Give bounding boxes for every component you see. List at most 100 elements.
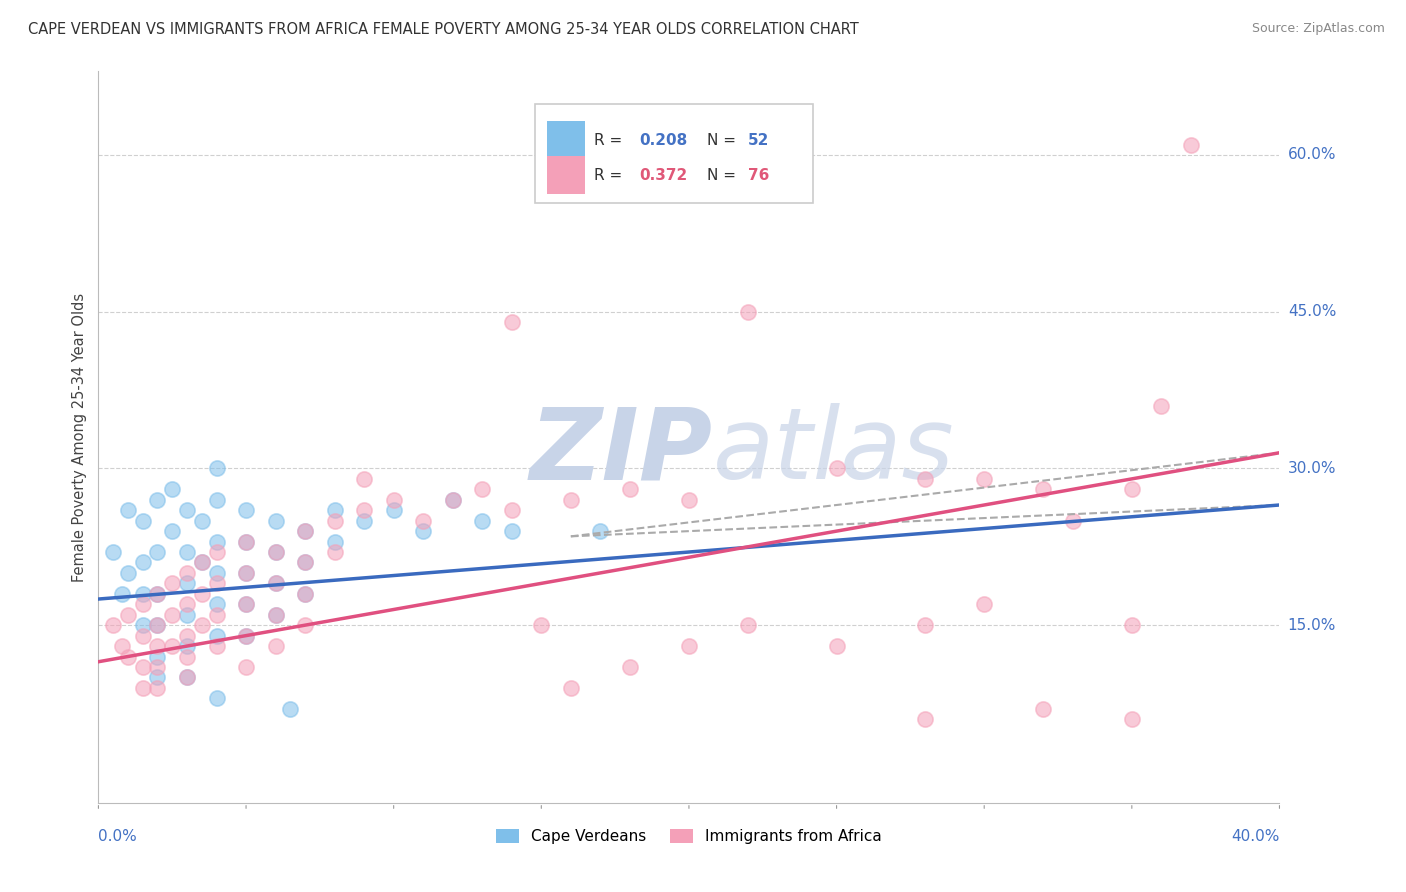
Point — [132, 556, 155, 570]
Point — [191, 556, 214, 570]
Point — [471, 514, 494, 528]
Point — [294, 524, 316, 538]
Point — [162, 639, 183, 653]
Text: 60.0%: 60.0% — [1288, 147, 1336, 162]
Point — [205, 492, 228, 507]
Point — [264, 576, 287, 591]
Point — [176, 545, 198, 559]
Point — [146, 649, 169, 664]
Point — [205, 629, 228, 643]
Point — [146, 681, 169, 695]
Point — [737, 304, 759, 318]
Point — [264, 545, 287, 559]
Point — [235, 534, 257, 549]
Point — [825, 461, 848, 475]
Point — [471, 483, 494, 497]
Point — [1032, 702, 1054, 716]
Point — [132, 597, 155, 611]
Text: 30.0%: 30.0% — [1288, 461, 1336, 476]
Point — [235, 566, 257, 580]
Point — [205, 576, 228, 591]
Point — [353, 503, 375, 517]
Point — [176, 670, 198, 684]
Text: 52: 52 — [748, 133, 769, 147]
Point — [162, 576, 183, 591]
Text: 76: 76 — [748, 168, 769, 183]
Point — [205, 607, 228, 622]
Point — [441, 492, 464, 507]
Point — [914, 712, 936, 726]
Point — [323, 545, 346, 559]
Point — [560, 492, 582, 507]
Point — [146, 492, 169, 507]
Point — [162, 607, 183, 622]
Text: 0.372: 0.372 — [640, 168, 688, 183]
Point — [146, 587, 169, 601]
Point — [235, 566, 257, 580]
Point — [1032, 483, 1054, 497]
Point — [146, 618, 169, 632]
Point — [235, 597, 257, 611]
Point — [176, 649, 198, 664]
Text: N =: N = — [707, 133, 741, 147]
Point — [264, 514, 287, 528]
Point — [132, 514, 155, 528]
Point — [103, 618, 125, 632]
Point — [501, 315, 523, 329]
Point — [530, 618, 553, 632]
Point — [111, 639, 134, 653]
FancyBboxPatch shape — [536, 104, 813, 203]
Text: 40.0%: 40.0% — [1232, 829, 1279, 844]
Point — [191, 556, 214, 570]
Point — [501, 524, 523, 538]
Point — [737, 618, 759, 632]
Point — [412, 524, 434, 538]
Text: 45.0%: 45.0% — [1288, 304, 1336, 319]
Point — [176, 566, 198, 580]
Point — [1121, 483, 1143, 497]
Point — [973, 472, 995, 486]
Point — [264, 607, 287, 622]
Point — [264, 607, 287, 622]
Point — [117, 607, 139, 622]
Point — [353, 514, 375, 528]
Point — [205, 545, 228, 559]
Point — [412, 514, 434, 528]
Point — [294, 587, 316, 601]
Point — [103, 545, 125, 559]
Point — [111, 587, 134, 601]
Point — [132, 587, 155, 601]
Text: 0.208: 0.208 — [640, 133, 688, 147]
Point — [235, 597, 257, 611]
Point — [1121, 618, 1143, 632]
Y-axis label: Female Poverty Among 25-34 Year Olds: Female Poverty Among 25-34 Year Olds — [72, 293, 87, 582]
Point — [294, 556, 316, 570]
Point — [162, 524, 183, 538]
Text: ZIP: ZIP — [530, 403, 713, 500]
Point — [264, 545, 287, 559]
Point — [132, 681, 155, 695]
Point — [132, 618, 155, 632]
Point — [146, 660, 169, 674]
Point — [176, 629, 198, 643]
Text: atlas: atlas — [713, 403, 955, 500]
Point — [294, 524, 316, 538]
Point — [205, 639, 228, 653]
Point — [191, 587, 214, 601]
Point — [1062, 514, 1084, 528]
Point — [191, 514, 214, 528]
Point — [235, 660, 257, 674]
Point — [382, 503, 405, 517]
Point — [176, 639, 198, 653]
Point — [176, 607, 198, 622]
Point — [205, 597, 228, 611]
Point — [176, 597, 198, 611]
Point — [235, 629, 257, 643]
Point — [589, 524, 612, 538]
Point — [235, 629, 257, 643]
Point — [560, 681, 582, 695]
Point — [235, 503, 257, 517]
Point — [146, 618, 169, 632]
Point — [176, 670, 198, 684]
Point — [235, 534, 257, 549]
